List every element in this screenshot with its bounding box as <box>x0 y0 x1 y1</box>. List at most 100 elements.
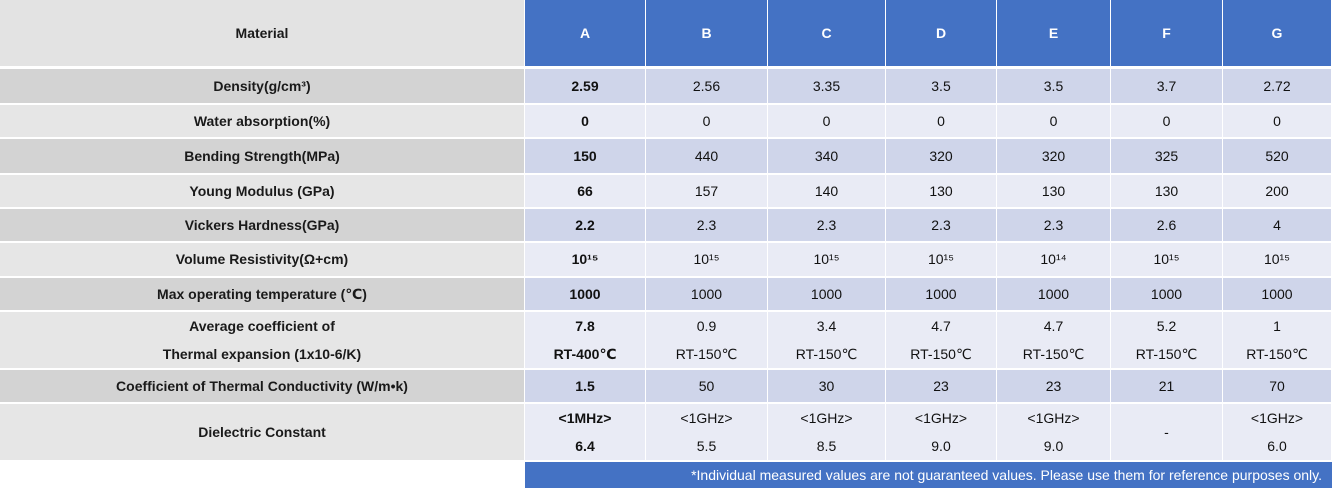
header-col-g: G <box>1223 0 1332 66</box>
cell-e: 2.3 <box>997 209 1111 241</box>
cell-value: 6.4 <box>575 438 595 454</box>
cell-f: 130 <box>1111 175 1223 207</box>
cell-frequency: <1GHz> <box>1250 409 1304 426</box>
cell-frequency: <1GHz> <box>680 409 733 426</box>
cell-c: <1GHz> 8.5 <box>768 404 886 460</box>
cell-value: 4.7 <box>1043 317 1064 334</box>
cell-d: <1GHz> 9.0 <box>886 404 997 460</box>
cell-a: 66 <box>525 175 646 207</box>
cell-d: 2.3 <box>886 209 997 241</box>
cell-value: 3.4 <box>816 317 837 334</box>
cell-b: 440 <box>646 139 768 173</box>
header-col-f: F <box>1111 0 1223 66</box>
cell-e: 0 <box>997 105 1111 137</box>
row-label: Average coefficient of Thermal expansion… <box>0 312 525 368</box>
cell-value: 9.0 <box>931 438 951 454</box>
cell-a: 1000 <box>525 278 646 310</box>
cell-c: 0 <box>768 105 886 137</box>
cell-a: 7.8 RT-400℃ <box>525 312 646 368</box>
cell-range: RT-150℃ <box>675 346 738 362</box>
cell-g: 1 RT-150℃ <box>1223 312 1332 368</box>
cell-b: 2.3 <box>646 209 768 241</box>
cell-frequency: <1GHz> <box>1027 409 1080 426</box>
cell-b: 157 <box>646 175 768 207</box>
cell-e: 4.7 RT-150℃ <box>997 312 1111 368</box>
cell-g: 1000 <box>1223 278 1332 310</box>
cell-a: 0 <box>525 105 646 137</box>
cell-d: 320 <box>886 139 997 173</box>
cell-e: 130 <box>997 175 1111 207</box>
cell-c: 340 <box>768 139 886 173</box>
header-col-e: E <box>997 0 1111 66</box>
cell-a: 10¹⁵ <box>525 243 646 276</box>
cell-b: <1GHz> 5.5 <box>646 404 768 460</box>
cell-range: RT-150℃ <box>1135 346 1198 362</box>
cell-range: RT-150℃ <box>910 346 972 362</box>
header-col-c: C <box>768 0 886 66</box>
row-label: Density(g/cm³) <box>0 69 525 103</box>
cell-b: 50 <box>646 370 768 402</box>
cell-d: 1000 <box>886 278 997 310</box>
cell-f: 2.6 <box>1111 209 1223 241</box>
cell-e: 23 <box>997 370 1111 402</box>
cell-a: <1MHz> 6.4 <box>525 404 646 460</box>
cell-d: 130 <box>886 175 997 207</box>
cell-g: 2.72 <box>1223 69 1332 103</box>
cell-f: 0 <box>1111 105 1223 137</box>
cell-e: 3.5 <box>997 69 1111 103</box>
cell-d: 0 <box>886 105 997 137</box>
row-label-line1: Average coefficient of <box>189 317 335 334</box>
row-label: Dielectric Constant <box>0 404 525 460</box>
row-label: Water absorption(%) <box>0 105 525 137</box>
header-col-d: D <box>886 0 997 66</box>
cell-f: 325 <box>1111 139 1223 173</box>
table-row: Vickers Hardness(GPa) 2.2 2.3 2.3 2.3 2.… <box>0 209 1332 241</box>
table-row: Density(g/cm³) 2.59 2.56 3.35 3.5 3.5 3.… <box>0 69 1332 103</box>
cell-range: RT-150℃ <box>1022 346 1085 362</box>
cell-range: RT-150℃ <box>1246 346 1308 362</box>
cell-f: 3.7 <box>1111 69 1223 103</box>
cell-value: 5.2 <box>1156 317 1177 334</box>
cell-value: 4.7 <box>931 317 951 334</box>
cell-c: 10¹⁵ <box>768 243 886 276</box>
cell-a: 150 <box>525 139 646 173</box>
cell-value: 8.5 <box>816 438 837 454</box>
cell-c: 2.3 <box>768 209 886 241</box>
cell-value: 0.9 <box>696 317 717 334</box>
cell-c: 140 <box>768 175 886 207</box>
cell-f: 21 <box>1111 370 1223 402</box>
cell-a: 1.5 <box>525 370 646 402</box>
row-label: Vickers Hardness(GPa) <box>0 209 525 241</box>
cell-c: 1000 <box>768 278 886 310</box>
cell-b: 2.56 <box>646 69 768 103</box>
cell-value: 9.0 <box>1043 438 1064 454</box>
cell-c: 30 <box>768 370 886 402</box>
cell-a: 2.2 <box>525 209 646 241</box>
cell-e: 10¹⁴ <box>997 243 1111 276</box>
table-row: Water absorption(%) 0 0 0 0 0 0 0 <box>0 105 1332 137</box>
cell-e: <1GHz> 9.0 <box>997 404 1111 460</box>
cell-range: RT-150℃ <box>795 346 858 362</box>
table-row: Young Modulus (GPa) 66 157 140 130 130 1… <box>0 175 1332 207</box>
table-row: Dielectric Constant <1MHz> 6.4 <1GHz> 5.… <box>0 404 1332 460</box>
table-row: Max operating temperature (℃) 1000 1000 … <box>0 278 1332 310</box>
cell-value: 1 <box>1273 317 1281 334</box>
cell-c: 3.4 RT-150℃ <box>768 312 886 368</box>
cell-f: 10¹⁵ <box>1111 243 1223 276</box>
footnote-text: *Individual measured values are not guar… <box>691 467 1322 483</box>
cell-range: RT-400℃ <box>553 346 617 362</box>
cell-f: 5.2 RT-150℃ <box>1111 312 1223 368</box>
cell-d: 23 <box>886 370 997 402</box>
cell-frequency: <1GHz> <box>914 409 968 426</box>
row-label: Max operating temperature (℃) <box>0 278 525 310</box>
row-label: Coefficient of Thermal Conductivity (W/m… <box>0 370 525 402</box>
cell-frequency: <1MHz> <box>558 409 612 426</box>
row-label-line2: Thermal expansion (1x10-6/K) <box>162 346 362 362</box>
cell-a: 2.59 <box>525 69 646 103</box>
header-col-b: B <box>646 0 768 66</box>
row-label: Bending Strength(MPa) <box>0 139 525 173</box>
cell-value: 6.0 <box>1267 438 1287 454</box>
table-row: Average coefficient of Thermal expansion… <box>0 312 1332 368</box>
cell-g: 520 <box>1223 139 1332 173</box>
cell-b: 0 <box>646 105 768 137</box>
